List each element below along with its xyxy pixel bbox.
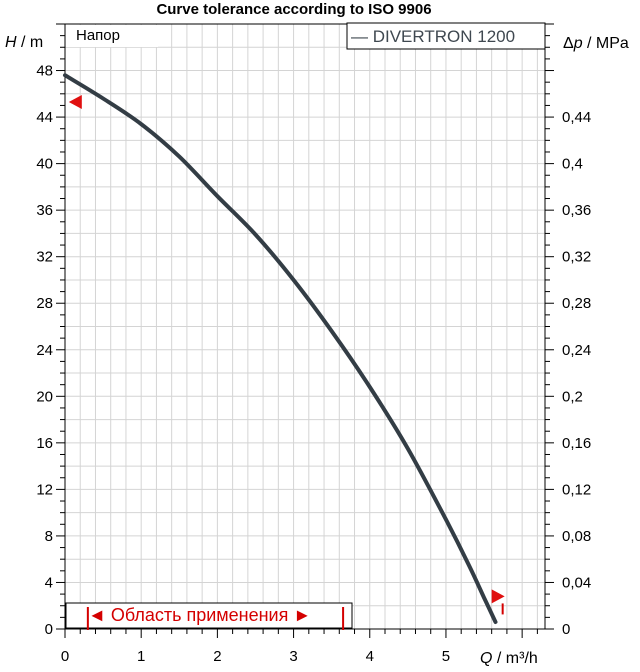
y2-tick-label: 0,32 [562,249,591,266]
x-axis-var: Q [480,650,492,667]
y-axis-unit: / m [17,34,44,51]
axis-ticks [56,23,554,638]
y-tick-label: 20 [36,388,53,405]
y2-axis-title: Δp / MPa [563,35,629,52]
x-tick-label: 0 [61,648,69,665]
application-range: ◄ Область применения ► [65,602,353,630]
y-tick-label: 28 [36,295,53,312]
y2-tick-label: 0,36 [562,202,591,219]
y2-tick-label: 0,08 [562,528,591,545]
legend: — DIVERTRON 1200 [346,22,546,50]
y-tick-label: 48 [36,63,53,80]
y-tick-label: 36 [36,202,53,219]
application-range-label: ◄ Область применения ► [88,605,311,625]
y-tick-label: 0 [45,621,53,638]
y2-axis-prefix: Δ [563,35,574,52]
x-axis-title: Q / m³/h [480,650,538,667]
x-tick-label: 5 [442,648,450,665]
y-tick-label: 44 [36,109,53,126]
y2-tick-label: 0,28 [562,295,591,312]
tolerance-marker-left [68,94,82,109]
legend-entry-divertron-1200: — DIVERTRON 1200 [351,27,515,46]
y2-tick-label: 0,44 [562,109,591,126]
plot-frame [64,23,546,630]
y-axis-title: H / m [5,34,43,51]
chart-title: Curve tolerance according to ISO 9906 [156,1,431,18]
series-line-divertron-1200 [63,73,498,624]
y-tick-label: 8 [45,528,53,545]
y2-tick-label: 0,04 [562,574,591,591]
y2-tick-label: 0,12 [562,481,591,498]
x-tick-label: 4 [366,648,374,665]
x-tick-label: 1 [137,648,145,665]
y-tick-label: 32 [36,249,53,266]
y2-axis-var: p [573,35,583,52]
y2-tick-label: 0,4 [562,156,583,173]
y-tick-label: 40 [36,156,53,173]
series-label-box: Напор [66,25,158,47]
y2-axis-unit: / MPa [583,35,629,52]
tick-labels: 0 1 2 3 4 50481216202428323640444800,040,080,… [36,63,591,665]
y2-tick-label: 0,2 [562,388,583,405]
y-tick-label: 24 [36,342,53,359]
y2-tick-label: 0 [562,621,570,638]
x-tick-label: 3 [289,648,297,665]
y-tick-label: 4 [45,574,53,591]
y-tick-label: 16 [36,435,53,452]
y2-tick-label: 0,24 [562,342,591,359]
y-axis-var: H [5,34,17,51]
tolerance-marker-right [491,589,505,604]
grid [65,24,545,629]
series-label: Напор [76,27,120,44]
x-axis-unit: / m³/h [492,650,537,667]
tolerance-markers [68,94,505,615]
x-tick-label: 2 [213,648,221,665]
y2-tick-label: 0,16 [562,435,591,452]
y-tick-label: 12 [36,481,53,498]
